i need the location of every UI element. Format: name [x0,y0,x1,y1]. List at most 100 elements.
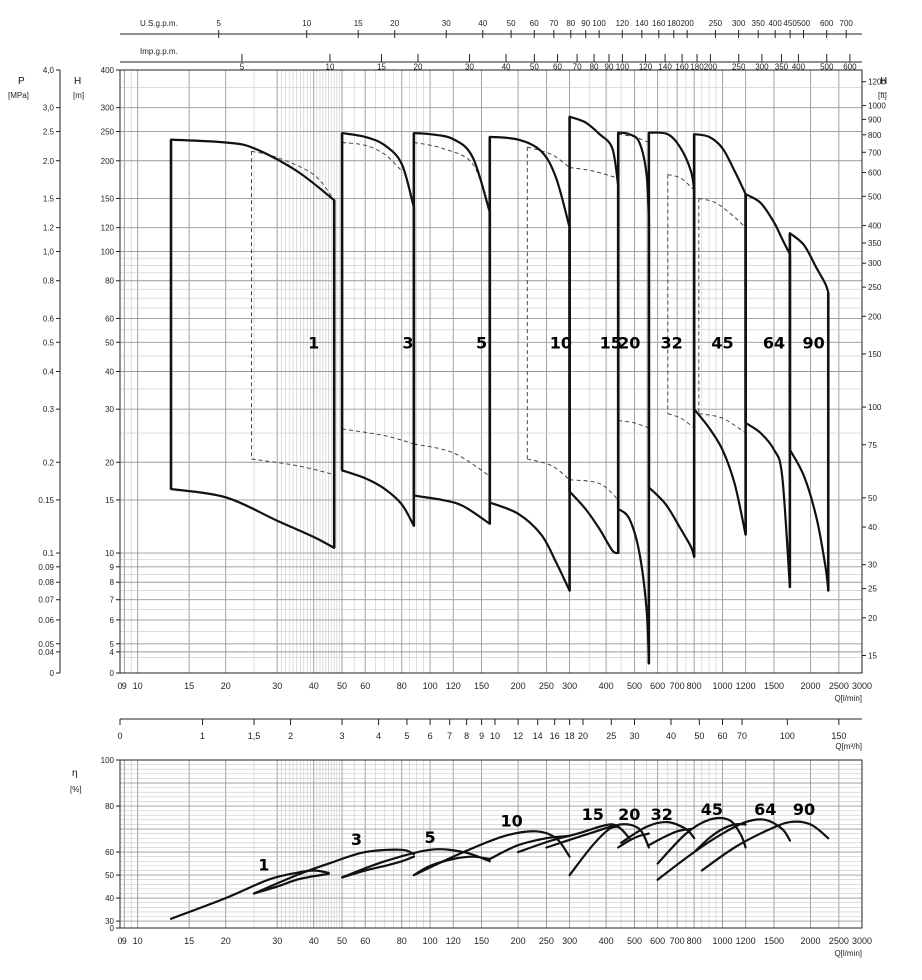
m3h-tick-label: 10 [490,731,500,741]
impgpm-tick-label: 300 [755,63,769,72]
ft-tick-label: 700 [868,148,882,157]
eff-label-64: 64 [754,800,776,819]
eff-axis-unit: [%] [70,785,82,794]
curve-dash-top-1 [251,150,335,201]
p-tick-label: 4,0 [43,66,55,75]
m3h-tick-label: 12 [513,731,523,741]
p-tick-label: 0.15 [38,496,54,505]
p-tick-label: 2.5 [43,128,55,137]
curve-dash-top-45 [698,197,746,228]
h-tick-label: 60 [105,314,114,323]
ft-tick-label: 300 [868,259,882,268]
eff-label-10: 10 [500,812,522,831]
ft-axis-title: H [880,76,887,87]
eff-tick-label: 100 [101,756,115,765]
ft-axis-unit: [ft] [878,91,887,100]
eff-q-tick-label: 15 [184,936,194,946]
impgpm-tick-label: 100 [616,63,630,72]
usgpm-tick-label: 100 [592,19,606,28]
p-tick-label: 0.3 [43,405,55,414]
ft-tick-label: 30 [868,561,877,570]
h-tick-label: 300 [101,104,115,113]
usgpm-tick-label: 70 [549,19,558,28]
head-chart: P [MPa] 0 0.040.05 0.06 0.07 0.08 0.09 0.1 0.15 0.… [8,66,887,703]
eff-q-tick-label: 150 [474,936,489,946]
eff-curve-1 [169,869,330,920]
eff-q-tick-label: 20 [221,936,231,946]
p-tick-label: 0.05 [38,640,54,649]
eff-tick-label: 50 [105,871,114,880]
eff-label-32: 32 [651,805,673,824]
eff-q-tick-label: 10 [133,936,143,946]
eff-q-tick-label: 300 [562,936,577,946]
h-tick-label: 9 [110,563,115,572]
impgpm-tick-label: 160 [675,63,689,72]
usgpm-tick-label: 500 [797,19,811,28]
m3h-tick-label: 20 [578,731,588,741]
eff-tick-label: 40 [105,894,114,903]
usgpm-tick-label: 10 [302,19,311,28]
curve-label-90: 90 [803,333,825,352]
p-tick-label: 1.2 [43,224,55,233]
curve-bottom-3 [341,469,415,527]
eff-label-15: 15 [582,805,604,824]
p-tick-label: 0.1 [43,549,55,558]
curve-bottom-45 [693,408,747,536]
usgpm-tick-label: 80 [566,19,575,28]
eff-q-tick-label: 800 [687,936,702,946]
curve-label-3: 3 [402,333,413,352]
eff-q-tick-label: 30 [272,936,282,946]
impgpm-tick-label: 60 [553,63,562,72]
m3h-tick-label: 8 [464,731,469,741]
eff-label-45: 45 [701,800,723,819]
curve-top-10 [488,135,571,229]
usgpm-tick-label: 400 [768,19,782,28]
ft-tick-label: 15 [868,651,877,660]
h-tick-label: 40 [105,368,114,377]
curve-dash-bottom-10 [527,458,570,481]
usgpm-tick-label: 450 [783,19,797,28]
ft-tick-label: 40 [868,523,877,532]
eff-curve-64 [656,818,791,881]
h-tick-label: 6 [110,616,115,625]
usgpm-tick-label: 180 [667,19,681,28]
usgpm-tick-label: 300 [732,19,746,28]
impgpm-tick-label: 250 [732,63,746,72]
eff-curve-15 [517,823,631,854]
usgpm-tick-label: 5 [216,19,221,28]
eff-label-1: 1 [258,855,269,874]
eff-axis-title: η [72,768,78,779]
curve-bottom-15 [568,490,620,555]
impgpm-tick-label: 10 [326,63,335,72]
impgpm-tick-label: 500 [820,63,834,72]
q-tick-label: 500 [627,681,642,691]
usgpm-tick-label: 140 [635,19,649,28]
m3h-tick-label: 9 [479,731,484,741]
h-tick-label: 8 [110,578,115,587]
eff-curve-3 [341,855,415,879]
p-axis-unit: [MPa] [8,91,29,100]
m3h-tick-label: 4 [376,731,381,741]
h-tick-label: 4 [110,648,115,657]
h-tick-label: 15 [105,496,114,505]
q-tick-label: 40 [309,681,319,691]
m3h-tick-label: 16 [550,731,560,741]
ft-tick-label: 250 [868,283,882,292]
curve-dash-bottom-32 [667,413,695,429]
m3h-tick-label: 1,5 [248,731,261,741]
ft-tick-label: 150 [868,350,882,359]
curve-top-90 [788,232,830,294]
curve-bottom-32 [647,486,696,559]
eff-q-tick-label: 80 [397,936,407,946]
impgpm-tick-label: 600 [843,63,857,72]
eff-q-tick-label: 120 [446,936,461,946]
eff-tick-label: 60 [105,848,114,857]
impgpm-tick-label: 80 [590,63,599,72]
eff-q-tick-label: 500 [627,936,642,946]
usgpm-tick-label: 200 [680,19,694,28]
impgpm-tick-label: 15 [377,63,386,72]
ft-tick-label: 600 [868,168,882,177]
q-tick-label: 10 [133,681,143,691]
curve-dash-bottom-3 [342,428,415,445]
